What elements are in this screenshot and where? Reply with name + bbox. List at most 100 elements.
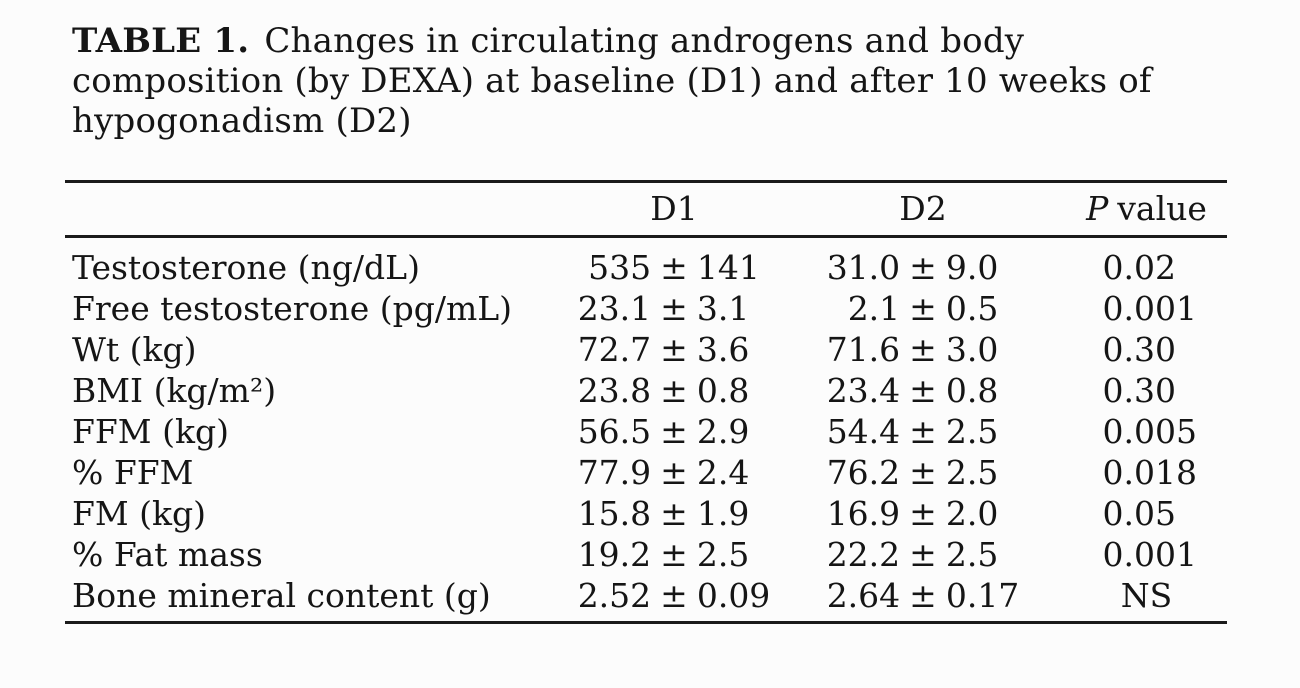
plus-minus-sign: ± xyxy=(660,535,688,574)
title-text: Changes in circulating androgens and bod… xyxy=(264,21,1025,61)
d1-sd: 3.6 xyxy=(696,330,750,369)
p-value-cell: 0.001 xyxy=(1066,534,1227,575)
plus-minus-sign: ± xyxy=(909,248,937,287)
plus-minus-sign: ± xyxy=(660,371,688,410)
d2-mean: 23.4 xyxy=(826,371,901,410)
d1-measurement: 72.7 ±3.6 xyxy=(559,329,789,370)
d2-sd: 0.17 xyxy=(945,576,1020,615)
d2-sd: 2.5 xyxy=(945,535,999,574)
d1-sd: 0.8 xyxy=(696,371,750,410)
row-label: Free testosterone (pg/mL) xyxy=(72,289,513,328)
title-line-2: composition (by DEXA) at baseline (D1) a… xyxy=(72,61,1152,101)
d1-mean: 77.9 xyxy=(577,453,652,492)
d2-mean: 2.1 xyxy=(847,289,901,328)
table-row: Testosterone (ng/dL) 535 ±141 31.0 ±9.0 0.… xyxy=(65,247,1227,288)
plus-minus-sign: ± xyxy=(660,494,688,533)
d1-sd: 2.4 xyxy=(696,453,750,492)
d1-mean: 72.7 xyxy=(577,330,652,369)
d1-measurement: 2.52 ±0.09 xyxy=(559,575,789,616)
p-value: 0.005 xyxy=(1102,412,1197,451)
d1-measurement: 77.9 ±2.4 xyxy=(559,452,789,493)
table-number-label: TABLE 1. xyxy=(72,21,250,61)
top-rule xyxy=(65,180,1227,183)
d2-measurement: 2.1 ±0.5 xyxy=(808,288,1038,329)
table-row: Wt (kg) 72.7 ±3.6 71.6 ±3.0 0.30 xyxy=(65,329,1227,370)
bottom-rule xyxy=(65,621,1227,624)
d1-mean: 23.8 xyxy=(577,371,652,410)
p-value: NS xyxy=(1120,576,1173,615)
table-title: TABLE 1. Changes in circulating androgens… xyxy=(72,21,1212,141)
d2-measurement: 31.0 ±9.0 xyxy=(808,247,1038,288)
row-label: % FFM xyxy=(72,453,194,492)
d2-sd: 2.0 xyxy=(945,494,999,533)
p-value-cell: NS xyxy=(1066,575,1227,616)
d2-mean: 16.9 xyxy=(826,494,901,533)
plus-minus-sign: ± xyxy=(660,289,688,328)
plus-minus-sign: ± xyxy=(660,248,688,287)
row-label: FM (kg) xyxy=(72,494,207,533)
d1-mean: 15.8 xyxy=(577,494,652,533)
plus-minus-sign: ± xyxy=(909,576,937,615)
p-symbol: P xyxy=(1086,189,1109,228)
d2-mean: 76.2 xyxy=(826,453,901,492)
d2-measurement: 22.2 ±2.5 xyxy=(808,534,1038,575)
table-body: Testosterone (ng/dL) 535 ±141 31.0 ±9.0 0.… xyxy=(65,238,1227,616)
d2-measurement: 16.9 ±2.0 xyxy=(808,493,1038,534)
p-value: 0.30 xyxy=(1102,330,1176,369)
table-row: Bone mineral content (g) 2.52 ±0.09 2.64 ±… xyxy=(65,575,1227,616)
title-line-1: TABLE 1. Changes in circulating androgens… xyxy=(72,21,1212,61)
d2-measurement: 2.64 ±0.17 xyxy=(808,575,1038,616)
d2-sd: 9.0 xyxy=(945,248,999,287)
table-row: % Fat mass 19.2 ±2.5 22.2 ±2.5 0.001 xyxy=(65,534,1227,575)
row-label: % Fat mass xyxy=(72,535,263,574)
d1-mean: 2.52 xyxy=(577,576,652,615)
d1-measurement: 23.1 ±3.1 xyxy=(559,288,789,329)
table-row: % FFM 77.9 ±2.4 76.2 ±2.5 0.018 xyxy=(65,452,1227,493)
d1-sd: 1.9 xyxy=(696,494,750,533)
plus-minus-sign: ± xyxy=(909,330,937,369)
row-label: Testosterone (ng/dL) xyxy=(72,248,420,287)
row-label: FFM (kg) xyxy=(72,412,229,451)
d1-sd: 141 xyxy=(696,248,760,287)
d1-sd: 2.9 xyxy=(696,412,750,451)
d2-sd: 3.0 xyxy=(945,330,999,369)
plus-minus-sign: ± xyxy=(660,412,688,451)
d2-measurement: 71.6 ±3.0 xyxy=(808,329,1038,370)
d1-measurement: 56.5 ±2.9 xyxy=(559,411,789,452)
plus-minus-sign: ± xyxy=(909,535,937,574)
table-row: Free testosterone (pg/mL) 23.1 ±3.1 2.1 ±0… xyxy=(65,288,1227,329)
plus-minus-sign: ± xyxy=(909,494,937,533)
plus-minus-sign: ± xyxy=(660,576,688,615)
d1-mean: 19.2 xyxy=(577,535,652,574)
d1-mean: 23.1 xyxy=(577,289,652,328)
p-value: 0.30 xyxy=(1102,371,1176,410)
d2-measurement: 76.2 ±2.5 xyxy=(808,452,1038,493)
row-label: BMI (kg/m²) xyxy=(72,371,277,410)
d2-mean: 2.64 xyxy=(826,576,901,615)
d2-sd: 2.5 xyxy=(945,412,999,451)
d1-measurement: 535 ±141 xyxy=(559,247,789,288)
column-header-d2: D2 xyxy=(899,189,947,228)
column-header-d1: D1 xyxy=(650,189,698,228)
plus-minus-sign: ± xyxy=(660,330,688,369)
d1-mean: 56.5 xyxy=(577,412,652,451)
plus-minus-sign: ± xyxy=(909,412,937,451)
p-value-cell: 0.005 xyxy=(1066,411,1227,452)
d1-measurement: 15.8 ±1.9 xyxy=(559,493,789,534)
p-value-cell: 0.30 xyxy=(1066,370,1227,411)
table-row: FM (kg) 15.8 ±1.9 16.9 ±2.0 0.05 xyxy=(65,493,1227,534)
p-value: 0.05 xyxy=(1102,494,1176,533)
p-value: 0.001 xyxy=(1102,289,1197,328)
plus-minus-sign: ± xyxy=(909,289,937,328)
p-value-cell: 0.05 xyxy=(1066,493,1227,534)
p-value: 0.02 xyxy=(1102,248,1176,287)
d1-measurement: 19.2 ±2.5 xyxy=(559,534,789,575)
d1-measurement: 23.8 ±0.8 xyxy=(559,370,789,411)
plus-minus-sign: ± xyxy=(909,371,937,410)
plus-minus-sign: ± xyxy=(660,453,688,492)
plus-minus-sign: ± xyxy=(909,453,937,492)
d2-measurement: 23.4 ±0.8 xyxy=(808,370,1038,411)
